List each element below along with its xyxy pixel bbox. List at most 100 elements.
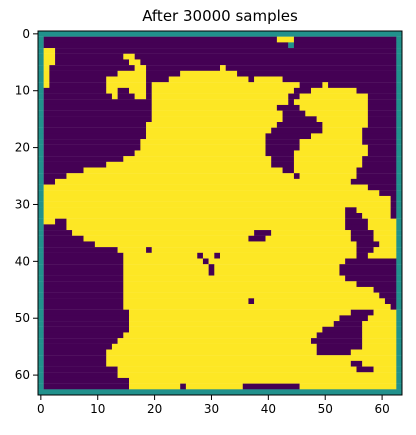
heatmap-cell-run — [106, 355, 396, 361]
heatmap-cell-run — [135, 65, 147, 71]
heatmap-cell-run — [254, 77, 283, 83]
heatmap-cell-run — [396, 48, 402, 54]
heatmap-cell-run — [38, 156, 44, 162]
heatmap-cell-run — [362, 139, 396, 145]
heatmap-cell-run — [271, 156, 294, 162]
heatmap-cell-run — [84, 168, 283, 174]
heatmap-cell-run — [146, 94, 152, 100]
heatmap-cell-run — [396, 122, 402, 128]
heatmap-cell-run — [152, 94, 289, 100]
heatmap-cell-run — [311, 338, 362, 344]
heatmap-cell-run — [317, 350, 351, 356]
heatmap-cell-run — [38, 281, 44, 287]
heatmap-cell-run — [106, 350, 317, 356]
heatmap-cell-run — [357, 281, 397, 287]
heatmap-cell-run — [294, 42, 397, 48]
heatmap-cell-run — [106, 88, 118, 94]
heatmap-cell-run — [368, 185, 397, 191]
heatmap-cell-run — [44, 281, 124, 287]
heatmap-cell-run — [44, 236, 84, 242]
heatmap-cell-run — [44, 372, 118, 378]
heatmap-cell-run — [49, 77, 106, 83]
heatmap-cell-run — [396, 156, 402, 162]
heatmap-cell-run — [38, 196, 44, 202]
y-tick-label: 60 — [15, 368, 30, 382]
heatmap-cell-run — [44, 196, 391, 202]
heatmap-cell-run — [38, 179, 44, 185]
heatmap-cell-run — [44, 207, 346, 213]
heatmap-cell-run — [38, 304, 44, 310]
heatmap-cell-run — [203, 259, 209, 265]
heatmap-cell-run — [396, 150, 402, 156]
heatmap-cell-run — [135, 150, 266, 156]
heatmap-cell-run — [396, 276, 402, 282]
heatmap-cell-run — [396, 139, 402, 145]
heatmap-cell-run — [49, 71, 117, 77]
heatmap-cell-run — [123, 264, 208, 270]
heatmap-cell-run — [396, 253, 402, 259]
heatmap-cell-run — [38, 378, 44, 384]
heatmap-cell-run — [140, 59, 396, 65]
heatmap-cell-run — [112, 344, 317, 350]
y-tick-label: 50 — [15, 311, 30, 325]
x-tick-label: 50 — [318, 402, 333, 416]
heatmap-cell-run — [44, 247, 118, 253]
x-tick-label: 40 — [261, 402, 276, 416]
heatmap-cell-run — [283, 116, 317, 122]
heatmap-cell-run — [118, 372, 397, 378]
heatmap-cell-run — [357, 168, 397, 174]
heatmap-cell-run — [38, 241, 44, 247]
heatmap-cell-run — [351, 350, 397, 356]
heatmap-cell-run — [317, 116, 368, 122]
heatmap-cell-run — [129, 59, 141, 65]
heatmap-cell-run — [38, 202, 44, 208]
heatmap-cell-run — [112, 94, 118, 100]
heatmap-cell-run — [266, 145, 300, 151]
heatmap-cell-run — [44, 219, 56, 225]
heatmap-cell-run — [396, 207, 402, 213]
heatmap-cell-run — [95, 241, 357, 247]
heatmap-cell-run — [123, 281, 356, 287]
heatmap-cell-run — [152, 116, 283, 122]
heatmap-cell-run — [146, 128, 271, 134]
heatmap-cell-run — [396, 145, 402, 151]
heatmap-cell-run — [396, 77, 402, 83]
heatmap-cell-run — [55, 48, 396, 54]
heatmap-cell-run — [396, 378, 402, 384]
heatmap-cell-run — [44, 82, 50, 88]
heatmap-cell-run — [396, 361, 402, 367]
heatmap-cell-run — [55, 54, 123, 60]
heatmap-cell-run — [38, 310, 44, 316]
heatmap-cell-run — [311, 133, 362, 139]
heatmap-cell-run — [38, 111, 44, 117]
heatmap-cell-run — [396, 94, 402, 100]
heatmap-cell-run — [254, 230, 271, 236]
heatmap-cell-run — [368, 105, 397, 111]
heatmap-cell-run — [38, 168, 44, 174]
heatmap-cell-run — [118, 94, 135, 100]
heatmap-cell-run — [396, 179, 402, 185]
heatmap-cell-run — [396, 224, 402, 230]
heatmap-cell-run — [44, 350, 107, 356]
heatmap-cell-run — [357, 253, 369, 259]
heatmap-cell-run — [38, 150, 44, 156]
heatmap-cell-run — [38, 128, 44, 134]
heatmap-cell-run — [38, 230, 44, 236]
heatmap-cell-run — [396, 82, 402, 88]
heatmap-cell-run — [44, 315, 129, 321]
heatmap-cell-run — [396, 281, 402, 287]
heatmap-cell-run — [38, 122, 44, 128]
heatmap-cell-run — [271, 162, 294, 168]
heatmap-cell-run — [38, 88, 44, 94]
heatmap-cell-run — [38, 133, 44, 139]
heatmap-cell-run — [374, 247, 397, 253]
heatmap-cell-run — [38, 270, 44, 276]
heatmap-cell-run — [317, 332, 363, 338]
heatmap-cell-run — [44, 332, 124, 338]
heatmap-cell-run — [385, 298, 397, 304]
heatmap-cell-run — [396, 310, 402, 316]
heatmap-cell-run — [294, 168, 357, 174]
heatmap-cell-run — [123, 270, 208, 276]
heatmap-cell-run — [391, 196, 397, 202]
heatmap-cell-run — [322, 122, 368, 128]
